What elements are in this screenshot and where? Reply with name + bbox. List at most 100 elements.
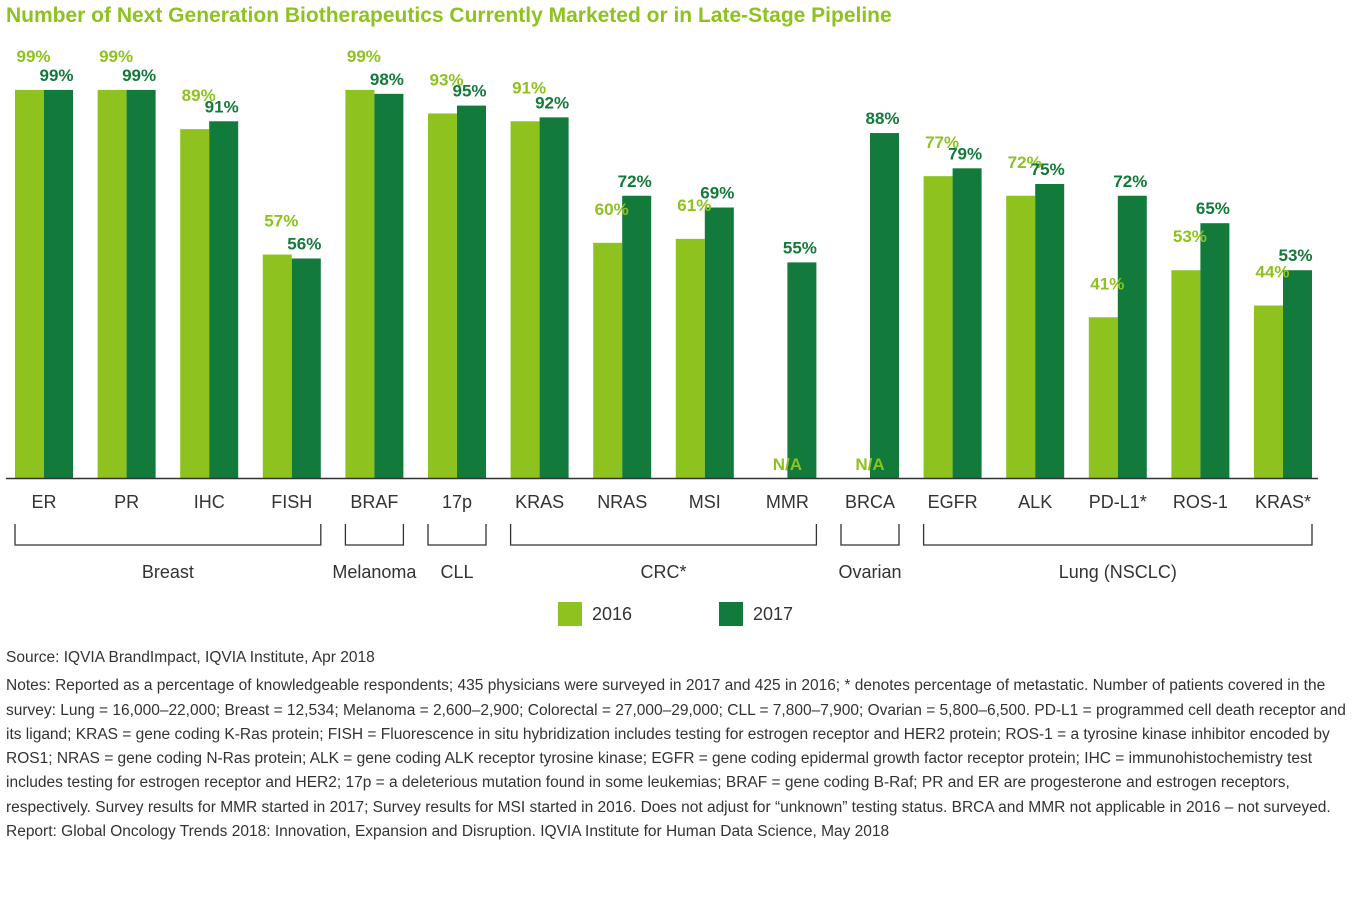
x-tick-label-brca: BRCA — [845, 492, 895, 512]
x-tick-label-alk: ALK — [1018, 492, 1052, 512]
x-tick-label-kras: KRAS* — [1255, 492, 1311, 512]
bar-2017-mmr — [787, 262, 817, 478]
data-label-2016-brca: N/A — [855, 455, 884, 474]
group-bracket-lung-nsclc — [922, 524, 1313, 546]
bar-2016-braf — [345, 89, 375, 479]
data-label-2016-pr: 99% — [99, 47, 133, 66]
data-label-2016-egfr: 77% — [925, 133, 959, 152]
legend: 2016 2017 — [0, 602, 1352, 628]
source-note: Source: IQVIA BrandImpact, IQVIA Institu… — [6, 649, 375, 666]
data-label-2016-alk: 72% — [1008, 153, 1042, 172]
group-label-melanoma: Melanoma — [332, 562, 417, 582]
bar-2016-ros-1 — [1171, 270, 1201, 478]
bar-2017-17p — [457, 105, 486, 478]
bar-2017-fish — [291, 258, 321, 478]
x-tick-label-ihc: IHC — [194, 492, 225, 512]
notes-text: Notes: Reported as a percentage of knowl… — [6, 677, 1346, 816]
bar-2017-alk — [1035, 184, 1065, 478]
data-label-2016-fish: 57% — [264, 212, 298, 231]
data-label-2017-braf: 98% — [370, 70, 404, 89]
x-tick-label-pr: PR — [114, 492, 139, 512]
bar-2017-kras — [539, 117, 569, 479]
bar-2017-msi — [704, 207, 734, 478]
x-tick-label-ros-1: ROS-1 — [1173, 492, 1228, 512]
bar-2016-fish — [262, 254, 292, 478]
data-label-2017-17p: 95% — [452, 82, 486, 101]
data-label-2017-alk: 75% — [1031, 160, 1065, 179]
group-label-cll: CLL — [440, 562, 473, 582]
group-label-lung-nsclc: Lung (NSCLC) — [1059, 562, 1177, 582]
legend-swatch-2016 — [558, 602, 582, 626]
data-label-2017-ihc: 91% — [205, 97, 239, 116]
data-label-2017-pd-l1: 72% — [1113, 172, 1147, 191]
footnotes: Source: IQVIA BrandImpact, IQVIA Institu… — [6, 646, 1346, 844]
chart-title: Number of Next Generation Biotherapeutic… — [6, 4, 892, 27]
x-tick-label-pd-l1: PD-L1* — [1089, 492, 1147, 512]
data-label-2016-er: 99% — [16, 47, 50, 66]
report-note: Report: Global Oncology Trends 2018: Inn… — [6, 823, 890, 841]
x-tick-label-er: ER — [31, 492, 56, 512]
x-tick-label-braf: BRAF — [350, 492, 398, 512]
data-label-2017-pr: 99% — [122, 66, 156, 85]
data-label-2017-fish: 56% — [287, 234, 321, 253]
group-bracket-cll — [427, 524, 487, 546]
x-tick-label-mmr: MMR — [766, 492, 809, 512]
data-label-2016-ihc: 89% — [182, 86, 216, 105]
bar-2016-kras — [510, 121, 540, 478]
bar-2017-braf — [374, 93, 404, 478]
legend-item-2017: 2017 — [719, 602, 793, 626]
group-bracket-breast — [14, 524, 322, 546]
group-bracket-ovarian — [840, 524, 900, 546]
bar-2017-ihc — [209, 121, 239, 478]
data-label-2016-braf: 99% — [347, 47, 381, 66]
x-tick-label-kras: KRAS — [515, 492, 564, 512]
bar-2017-egfr — [952, 168, 982, 478]
data-label-2017-mmr: 55% — [783, 238, 817, 257]
group-bracket-crc — [509, 524, 818, 546]
bar-2017-brca — [870, 133, 899, 479]
bar-2017-pd-l1 — [1117, 195, 1147, 478]
bar-chart: 99%99%ER99%99%PR89%91%IHC57%56%FISH99%98… — [6, 47, 1318, 582]
bar-2016-alk — [1006, 195, 1036, 478]
bar-2017-er — [44, 89, 73, 479]
data-label-2017-egfr: 79% — [948, 144, 982, 163]
group-label-crc: CRC* — [640, 562, 686, 582]
bar-2016-er — [15, 89, 44, 479]
data-label-2017-er: 99% — [39, 66, 73, 85]
legend-item-2016: 2016 — [558, 602, 632, 626]
group-bracket-melanoma — [344, 524, 405, 546]
x-tick-label-msi: MSI — [689, 492, 721, 512]
x-tick-label-fish: FISH — [271, 492, 312, 512]
legend-swatch-2017 — [719, 602, 743, 626]
data-label-2016-ros-1: 53% — [1173, 227, 1207, 246]
data-label-2016-mmr: N/A — [773, 455, 802, 474]
bar-2016-nras — [593, 242, 623, 478]
bar-2016-pr — [97, 89, 127, 479]
x-tick-label-egfr: EGFR — [928, 492, 978, 512]
data-label-2016-kras: 91% — [512, 78, 546, 97]
bar-2017-kras — [1283, 270, 1312, 478]
x-tick-label-17p: 17p — [442, 492, 472, 512]
bar-2016-pd-l1 — [1088, 317, 1118, 478]
data-label-2017-ros-1: 65% — [1196, 199, 1230, 218]
group-label-breast: Breast — [142, 562, 194, 582]
data-label-2017-brca: 88% — [865, 109, 899, 128]
data-label-2017-kras: 53% — [1278, 246, 1312, 265]
group-label-ovarian: Ovarian — [838, 562, 901, 582]
bar-2016-17p — [428, 113, 457, 478]
data-label-2016-msi: 61% — [677, 196, 711, 215]
bar-2016-kras — [1254, 305, 1283, 478]
data-label-2016-17p: 93% — [429, 70, 463, 89]
bar-2016-ihc — [180, 129, 210, 478]
x-tick-label-nras: NRAS — [597, 492, 647, 512]
bar-2017-ros-1 — [1200, 223, 1230, 478]
bar-2016-egfr — [923, 176, 953, 478]
legend-label-2016: 2016 — [592, 603, 633, 624]
data-label-2017-nras: 72% — [618, 172, 652, 191]
bar-2017-pr — [126, 89, 156, 479]
data-label-2016-pd-l1: 41% — [1090, 274, 1124, 293]
bar-2016-msi — [675, 238, 705, 478]
bar-2017-nras — [622, 195, 652, 478]
data-label-2016-nras: 60% — [595, 200, 629, 219]
data-label-2016-kras: 44% — [1255, 263, 1289, 282]
